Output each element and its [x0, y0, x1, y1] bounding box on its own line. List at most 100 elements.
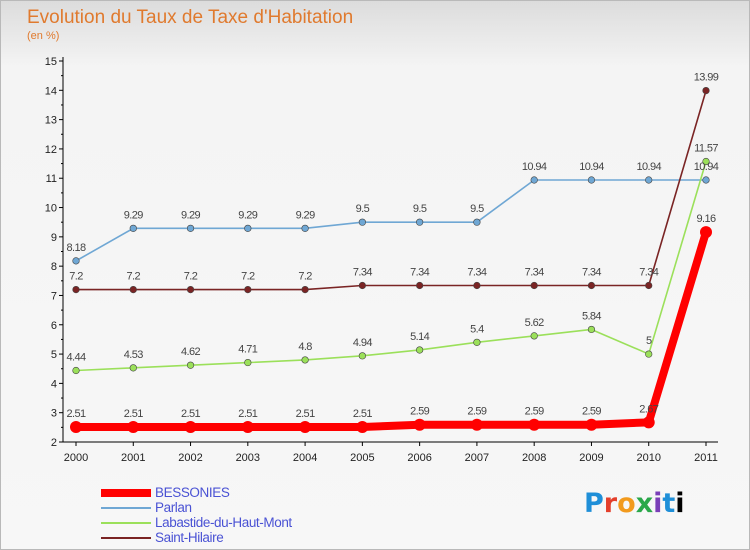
x-tick-label: 2003 — [236, 452, 260, 464]
data-point — [413, 418, 426, 431]
data-label: 10.94 — [636, 161, 661, 173]
x-tick-label: 2009 — [579, 452, 603, 464]
data-label: 2.51 — [181, 408, 200, 420]
data-point — [416, 346, 424, 354]
data-point — [645, 350, 653, 358]
data-point — [358, 281, 366, 290]
data-point — [301, 224, 309, 232]
data-label: 5 — [646, 335, 652, 347]
data-label: 2.59 — [410, 406, 429, 418]
legend-label: BESSONIES — [155, 485, 230, 500]
data-label: 4.53 — [124, 349, 143, 361]
data-label: 10.94 — [579, 161, 604, 173]
series-layer — [70, 87, 712, 434]
data-point — [186, 361, 195, 369]
data-label: 9.5 — [413, 203, 427, 215]
data-label: 2.59 — [525, 406, 544, 418]
x-tick-label: 2011 — [694, 452, 718, 464]
data-point — [356, 421, 369, 434]
legend-swatch — [101, 507, 151, 509]
data-point — [530, 281, 538, 290]
x-tick-label: 2007 — [465, 452, 489, 464]
legend-swatch — [101, 489, 151, 497]
data-label: 2.51 — [296, 408, 315, 420]
data-label: 4.8 — [298, 341, 312, 353]
data-point — [299, 421, 312, 434]
data-point — [530, 176, 538, 184]
data-point — [72, 366, 80, 375]
data-point — [530, 332, 538, 340]
data-label: 7.34 — [467, 266, 486, 278]
data-label: 10.94 — [522, 161, 547, 173]
data-point — [702, 176, 710, 184]
chart-subtitle: (en %) — [27, 30, 60, 42]
data-label: 2.51 — [66, 408, 85, 420]
data-point — [416, 218, 424, 226]
y-tick-label: 11 — [46, 173, 57, 185]
data-label: 9.29 — [124, 209, 143, 221]
series-labastide-du-haut-mont — [72, 157, 710, 375]
data-point — [700, 226, 712, 239]
y-tick-label: 14 — [45, 85, 57, 97]
data-label: 5.84 — [582, 310, 601, 322]
data-point — [473, 218, 481, 226]
y-tick-label: 6 — [51, 320, 57, 332]
data-label: 2.51 — [124, 408, 143, 420]
y-tick-label: 13 — [45, 115, 57, 127]
proxiti-logo: Proxiti — [584, 488, 685, 519]
data-label: 9.29 — [181, 209, 200, 221]
x-tick-label: 2001 — [121, 452, 145, 464]
data-point — [473, 281, 481, 290]
data-label: 2.67 — [639, 403, 658, 415]
data-label: 7.34 — [525, 266, 544, 278]
y-tick-label: 5 — [51, 349, 57, 361]
data-label: 7.2 — [184, 271, 198, 283]
data-label: 7.2 — [69, 271, 83, 283]
data-label: 7.2 — [241, 271, 255, 283]
data-label: 13.99 — [694, 72, 719, 84]
data-point — [416, 281, 424, 290]
data-point — [129, 286, 137, 294]
y-tick-label: 9 — [51, 232, 57, 244]
y-tick-label: 4 — [51, 378, 57, 390]
data-label: 7.34 — [582, 266, 601, 278]
axes: 2 3 4 5 6 7 8 9 10 11 12 13 14 15 2000 2001 2002 2003 2004… — [45, 56, 718, 464]
chart-title: Evolution du Taux de Taxe d'Habitation — [27, 7, 354, 28]
data-label: 9.29 — [238, 209, 257, 221]
series-bessonies — [70, 226, 712, 434]
data-point — [642, 416, 655, 429]
data-label: 4.44 — [66, 351, 85, 363]
y-tick-label: 3 — [51, 408, 57, 420]
legend-label: Labastide-du-Haut-Mont — [155, 515, 292, 530]
x-tick-label: 2008 — [522, 452, 546, 464]
data-label: 8.18 — [66, 242, 85, 254]
data-label: 5.14 — [410, 331, 429, 343]
legend-label: Parlan — [155, 500, 192, 515]
legend-swatch — [101, 537, 151, 539]
data-point — [186, 224, 195, 232]
data-label: 11.57 — [694, 143, 718, 155]
data-label: 7.34 — [639, 266, 658, 278]
data-point — [702, 87, 710, 95]
data-label: 9.5 — [356, 203, 370, 215]
data-labels: 8.18 9.29 9.29 9.29 9.29 9.5 9.5 9.5 10.94 10.94 1… — [66, 72, 719, 420]
data-point — [587, 281, 596, 290]
legend-label: Saint-Hilaire — [155, 530, 224, 545]
x-tick-label: 2005 — [350, 452, 374, 464]
data-point — [358, 218, 366, 226]
y-tick-label: 15 — [45, 56, 57, 68]
data-point — [244, 358, 252, 367]
series-line — [72, 228, 710, 432]
data-label: 9.5 — [470, 203, 484, 215]
data-point — [184, 421, 197, 434]
data-point — [244, 286, 252, 294]
series-line — [75, 89, 707, 291]
series-parlan — [72, 176, 710, 265]
data-label: 5.62 — [525, 317, 544, 329]
data-point — [645, 176, 653, 184]
data-point — [587, 176, 596, 184]
data-label: 10.94 — [694, 161, 719, 173]
data-label: 9.29 — [296, 209, 315, 221]
data-point — [241, 421, 254, 434]
